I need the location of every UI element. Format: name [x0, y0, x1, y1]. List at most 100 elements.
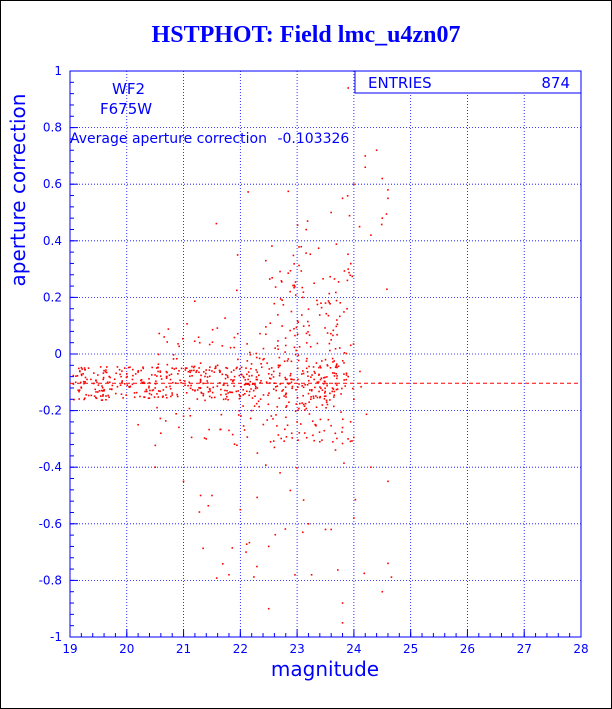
data-point — [313, 282, 315, 285]
data-point — [321, 360, 323, 362]
data-point — [249, 417, 252, 420]
data-point — [297, 359, 300, 362]
data-point — [266, 362, 268, 364]
data-point — [235, 390, 238, 393]
data-point — [139, 395, 141, 398]
data-point — [83, 398, 85, 401]
data-point — [165, 370, 168, 373]
data-point — [134, 373, 137, 375]
data-point — [294, 334, 296, 337]
y-tick-label: -0.2 — [39, 404, 62, 418]
data-point — [143, 396, 146, 398]
data-point — [152, 389, 155, 391]
data-point — [166, 371, 168, 374]
data-point — [232, 380, 234, 383]
data-point — [334, 382, 337, 385]
data-point — [188, 381, 191, 384]
data-point — [256, 565, 258, 568]
data-point — [284, 378, 287, 381]
data-point — [297, 354, 300, 357]
data-point — [276, 345, 279, 347]
data-point — [250, 388, 252, 390]
data-point — [215, 222, 218, 225]
data-point — [229, 346, 232, 349]
data-point — [340, 393, 342, 395]
data-point — [80, 386, 82, 389]
data-point — [335, 243, 338, 245]
data-point — [381, 177, 384, 180]
data-point — [320, 387, 322, 390]
data-point — [208, 375, 211, 378]
data-point — [243, 376, 245, 379]
data-point — [97, 374, 99, 376]
data-point — [279, 383, 281, 385]
data-point — [348, 271, 350, 274]
data-point — [262, 358, 264, 361]
data-point — [211, 391, 214, 394]
data-point — [159, 417, 162, 420]
data-point — [86, 378, 88, 381]
data-point — [211, 328, 214, 331]
data-point — [250, 363, 253, 365]
data-point — [109, 388, 111, 390]
data-point — [341, 431, 343, 433]
data-point — [324, 376, 326, 379]
data-point — [102, 393, 104, 396]
data-point — [162, 389, 165, 391]
data-point — [146, 390, 148, 393]
data-point — [308, 401, 310, 403]
data-point — [301, 402, 303, 404]
data-point — [196, 398, 199, 400]
data-point — [248, 394, 250, 397]
data-point — [148, 392, 151, 395]
data-point — [78, 367, 80, 370]
data-point — [259, 332, 261, 335]
data-point — [347, 438, 349, 440]
data-point — [125, 394, 128, 396]
data-point — [334, 366, 337, 369]
data-point — [199, 381, 202, 384]
data-point — [277, 364, 280, 367]
data-point — [72, 374, 75, 377]
data-point — [227, 376, 229, 379]
data-point — [182, 415, 185, 418]
data-point — [265, 381, 268, 384]
x-tick-label: 27 — [517, 642, 532, 656]
data-point — [149, 389, 151, 392]
data-point — [248, 390, 251, 393]
data-point — [302, 403, 305, 406]
data-point — [246, 383, 249, 385]
data-point — [260, 362, 262, 365]
data-point — [257, 400, 260, 403]
data-point — [199, 362, 202, 364]
data-point — [336, 366, 338, 369]
data-point — [289, 374, 292, 377]
data-point — [269, 278, 271, 280]
data-point — [335, 325, 338, 328]
data-point — [375, 149, 378, 152]
data-point — [305, 252, 307, 254]
data-point — [335, 363, 338, 365]
data-point — [131, 368, 134, 371]
data-point — [200, 391, 203, 394]
data-point — [218, 369, 221, 372]
data-point — [216, 385, 219, 388]
data-point — [346, 279, 349, 282]
data-point — [334, 449, 337, 451]
data-point — [141, 381, 143, 384]
data-point — [167, 328, 170, 330]
data-point — [83, 367, 86, 369]
data-point — [273, 302, 276, 305]
data-point — [157, 353, 160, 356]
data-point — [194, 300, 196, 303]
data-point — [284, 386, 287, 388]
data-point — [242, 394, 245, 396]
data-point — [221, 345, 224, 347]
data-point — [301, 385, 303, 387]
data-point — [347, 87, 350, 89]
data-point — [358, 225, 361, 228]
data-point — [316, 342, 319, 345]
data-point — [250, 367, 252, 370]
data-point — [300, 314, 303, 316]
data-point — [290, 378, 292, 380]
